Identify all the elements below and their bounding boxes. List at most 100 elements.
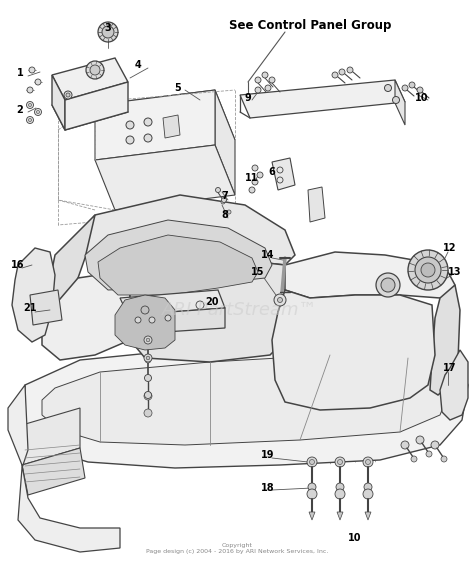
Circle shape xyxy=(145,357,151,363)
Circle shape xyxy=(347,67,353,73)
Polygon shape xyxy=(22,448,85,495)
Circle shape xyxy=(145,375,151,381)
Polygon shape xyxy=(395,80,405,125)
Circle shape xyxy=(144,118,152,126)
Circle shape xyxy=(376,273,400,297)
Polygon shape xyxy=(12,248,55,342)
Polygon shape xyxy=(65,82,128,130)
Circle shape xyxy=(28,118,31,122)
Polygon shape xyxy=(118,260,295,362)
Polygon shape xyxy=(78,195,295,272)
Circle shape xyxy=(146,356,150,360)
Text: 13: 13 xyxy=(448,267,462,277)
Circle shape xyxy=(365,459,371,465)
Circle shape xyxy=(421,263,435,277)
Polygon shape xyxy=(430,285,460,395)
Circle shape xyxy=(417,87,423,93)
Text: 18: 18 xyxy=(261,483,275,493)
Circle shape xyxy=(274,294,286,306)
Text: 1: 1 xyxy=(17,68,23,78)
Circle shape xyxy=(144,134,152,142)
Polygon shape xyxy=(98,235,258,295)
Circle shape xyxy=(411,456,417,462)
Polygon shape xyxy=(95,90,235,155)
Text: 16: 16 xyxy=(11,260,25,270)
Circle shape xyxy=(126,136,134,144)
Circle shape xyxy=(27,102,34,108)
Text: 14: 14 xyxy=(261,250,275,260)
Circle shape xyxy=(336,483,344,491)
Circle shape xyxy=(401,441,409,449)
Text: Copyright: Copyright xyxy=(221,544,253,549)
Polygon shape xyxy=(52,75,65,130)
Circle shape xyxy=(364,483,372,491)
Text: 19: 19 xyxy=(261,450,275,460)
Circle shape xyxy=(145,392,152,398)
Polygon shape xyxy=(30,290,62,325)
Circle shape xyxy=(308,483,316,491)
Circle shape xyxy=(409,82,415,88)
Text: 10: 10 xyxy=(415,93,429,103)
Circle shape xyxy=(431,441,439,449)
Text: 12: 12 xyxy=(443,243,457,253)
Circle shape xyxy=(66,93,70,97)
Text: 8: 8 xyxy=(221,210,228,220)
Polygon shape xyxy=(85,220,272,290)
Circle shape xyxy=(35,108,42,116)
Circle shape xyxy=(392,96,400,103)
Circle shape xyxy=(146,338,150,342)
Circle shape xyxy=(332,72,338,78)
Polygon shape xyxy=(8,385,120,552)
Circle shape xyxy=(144,392,152,400)
Circle shape xyxy=(216,187,220,192)
Circle shape xyxy=(262,72,268,78)
Text: See Control Panel Group: See Control Panel Group xyxy=(229,19,391,31)
Text: 15: 15 xyxy=(251,267,265,277)
Polygon shape xyxy=(285,252,455,298)
Circle shape xyxy=(277,297,283,302)
Circle shape xyxy=(339,69,345,75)
Polygon shape xyxy=(308,187,325,222)
Polygon shape xyxy=(120,308,225,335)
Text: 9: 9 xyxy=(245,93,251,103)
Circle shape xyxy=(98,22,118,42)
Circle shape xyxy=(149,317,155,323)
Circle shape xyxy=(64,91,72,99)
Polygon shape xyxy=(22,342,468,468)
Circle shape xyxy=(415,257,441,283)
Circle shape xyxy=(90,65,100,75)
Circle shape xyxy=(221,197,227,203)
Polygon shape xyxy=(272,290,435,410)
Text: 21: 21 xyxy=(23,303,37,313)
Circle shape xyxy=(135,317,141,323)
Text: 2: 2 xyxy=(17,105,23,115)
Text: 7: 7 xyxy=(222,191,228,201)
Polygon shape xyxy=(215,90,235,195)
Polygon shape xyxy=(115,295,175,350)
Circle shape xyxy=(416,436,424,444)
Polygon shape xyxy=(22,408,80,465)
Circle shape xyxy=(337,459,343,465)
Polygon shape xyxy=(272,158,295,190)
Text: 17: 17 xyxy=(443,363,457,373)
Circle shape xyxy=(307,457,317,467)
Polygon shape xyxy=(42,272,130,360)
Circle shape xyxy=(252,165,258,171)
Circle shape xyxy=(145,375,152,381)
Circle shape xyxy=(28,103,31,107)
Circle shape xyxy=(126,121,134,129)
Circle shape xyxy=(441,456,447,462)
Text: 3: 3 xyxy=(105,23,111,33)
Circle shape xyxy=(36,111,39,113)
Circle shape xyxy=(252,179,258,185)
Circle shape xyxy=(27,87,33,93)
Circle shape xyxy=(384,85,392,91)
Text: 4: 4 xyxy=(135,60,141,70)
Text: 6: 6 xyxy=(269,167,275,177)
Text: 5: 5 xyxy=(174,83,182,93)
Circle shape xyxy=(144,354,152,362)
Circle shape xyxy=(310,459,315,465)
Circle shape xyxy=(227,210,231,214)
Polygon shape xyxy=(42,355,448,445)
Polygon shape xyxy=(95,145,235,210)
